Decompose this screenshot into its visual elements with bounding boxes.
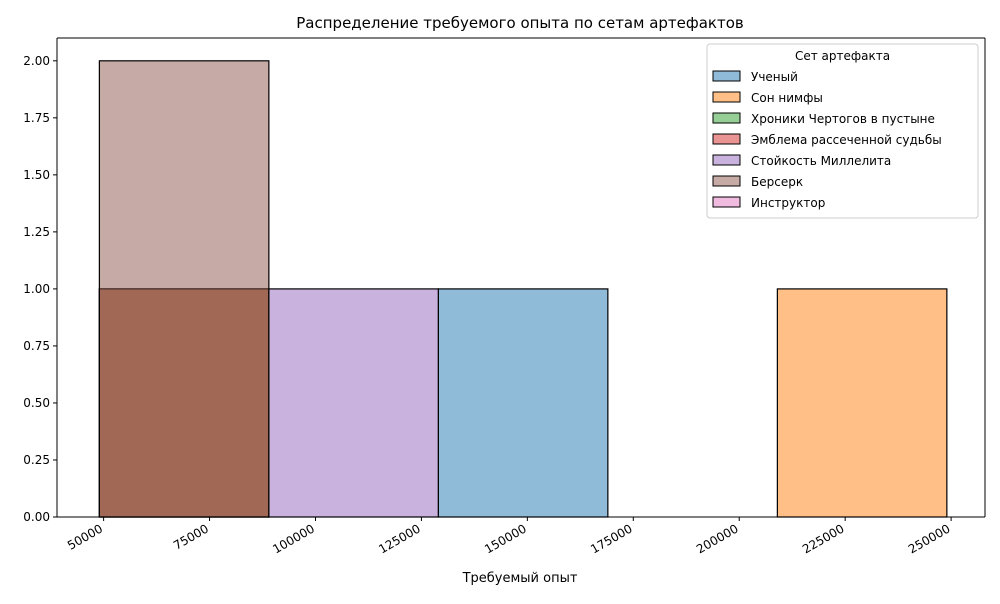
y-tick-label-6: 1.50 (23, 168, 50, 182)
legend-label-5: Берсерк (751, 175, 803, 189)
bar-5-0 (98, 60, 270, 518)
legend-label-0: Ученый (751, 70, 798, 84)
x-axis-label: Требуемый опыт (462, 571, 578, 586)
bar-1-4 (776, 288, 948, 518)
legend-label-6: Инструктор (751, 196, 825, 210)
y-tick-label-3: 0.75 (23, 339, 50, 353)
chart-title: Распределение требуемого опыта по сетам … (296, 14, 743, 32)
x-tick-label-5: 175000 (588, 521, 635, 556)
y-tick-label-5: 1.25 (23, 225, 50, 239)
y-tick-label-7: 1.75 (23, 111, 50, 125)
x-tick-label-7: 225000 (800, 521, 847, 556)
x-tick-label-0: 50000 (65, 521, 105, 552)
legend-box (706, 43, 979, 219)
y-tick-label-4: 1.00 (23, 282, 50, 296)
y-tick-label-0: 0.00 (23, 510, 50, 524)
y-tick-label-1: 0.25 (23, 453, 50, 467)
x-tick-label-6: 200000 (694, 521, 741, 556)
bar-0-2 (437, 288, 609, 518)
legend-swatch-3 (712, 133, 741, 145)
legend-title: Сет артефакта (795, 49, 890, 63)
legend-swatch-1 (712, 91, 741, 103)
legend-swatch-0 (712, 70, 741, 82)
y-tick-label-2: 0.50 (23, 396, 50, 410)
x-tick-label-2: 100000 (270, 521, 317, 556)
x-tick-label-8: 250000 (906, 521, 953, 556)
legend-label-3: Эмблема рассеченной судьбы (751, 133, 942, 147)
legend-swatch-5 (712, 175, 741, 187)
x-tick-label-3: 125000 (376, 521, 423, 556)
bar-4-1 (268, 288, 439, 518)
x-tick-label-4: 150000 (482, 521, 529, 556)
legend-swatch-6 (712, 196, 741, 208)
legend-label-2: Хроники Чертогов в пустыне (751, 112, 935, 126)
y-tick-label-8: 2.00 (23, 54, 50, 68)
legend-label-1: Сон нимфы (751, 91, 823, 105)
legend-label-4: Стойкость Миллелита (751, 154, 891, 168)
legend-swatch-4 (712, 154, 741, 166)
legend-swatch-2 (712, 112, 741, 124)
x-tick-label-1: 75000 (171, 521, 211, 552)
